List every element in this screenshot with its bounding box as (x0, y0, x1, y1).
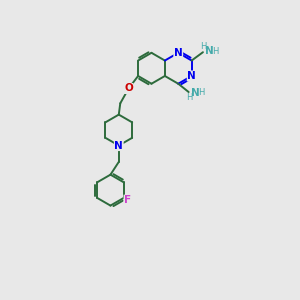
Text: N: N (205, 46, 214, 56)
Text: H: H (198, 88, 204, 98)
Text: N: N (114, 140, 123, 151)
Text: H: H (200, 42, 207, 51)
Text: N: N (174, 48, 183, 58)
Text: N: N (191, 88, 200, 98)
Text: H: H (186, 93, 192, 102)
Text: N: N (187, 71, 196, 81)
Text: O: O (124, 83, 133, 94)
Text: F: F (124, 195, 131, 205)
Text: H: H (212, 47, 219, 56)
